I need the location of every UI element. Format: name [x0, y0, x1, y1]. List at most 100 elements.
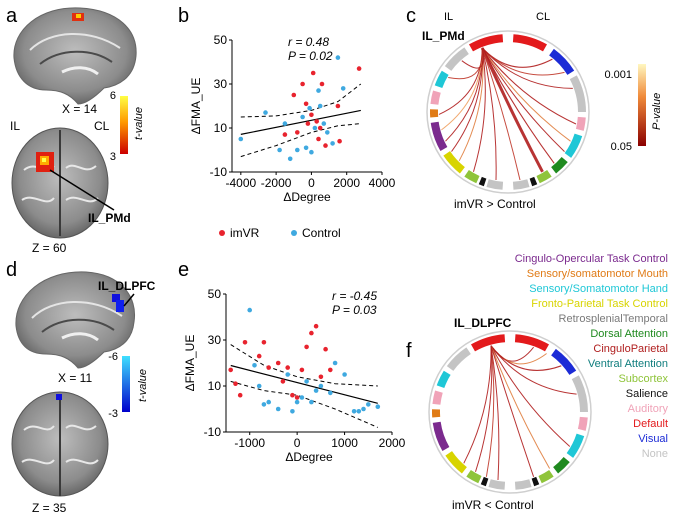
point-control	[307, 105, 312, 111]
confidence-band	[240, 83, 362, 118]
point-control	[256, 383, 262, 389]
colorbar-c	[638, 64, 646, 146]
region-label-f: IL_DLPFC	[454, 316, 512, 330]
network-segment	[538, 469, 554, 484]
point-control	[238, 136, 244, 142]
coord-label-z: Z = 60	[32, 241, 67, 255]
network-legend-item: Sensory/somatomotor Mouth	[527, 268, 668, 280]
colorbar-max: 6	[110, 90, 116, 102]
connection-line	[448, 47, 483, 80]
point-control	[340, 86, 346, 91]
point-control	[309, 149, 314, 155]
point-imvr	[316, 136, 321, 142]
network-segment	[471, 334, 506, 352]
il-label-c: IL	[444, 11, 453, 23]
colorbar-c-min: 0.05	[611, 141, 632, 153]
network-segment	[514, 479, 532, 490]
sagittal-brain-a	[13, 7, 137, 105]
point-imvr	[299, 367, 305, 373]
network-segment	[514, 334, 549, 352]
point-control	[351, 409, 357, 414]
point-control	[312, 125, 318, 131]
network-segment	[531, 476, 540, 487]
il-label-a: IL	[10, 119, 20, 133]
y-tick-label: 50	[214, 33, 228, 47]
y-tick-label: -10	[210, 165, 228, 179]
outer-ring	[426, 30, 590, 194]
chord-diagram-f	[428, 330, 592, 494]
point-control	[313, 388, 319, 393]
point-control	[266, 399, 272, 405]
axial-brain-d	[11, 391, 109, 497]
point-control	[294, 399, 300, 405]
axial-brain-a	[11, 127, 109, 239]
connection-line	[463, 345, 492, 464]
network-legend-item: Cingulo-Opercular Task Control	[515, 253, 668, 265]
x-tick-label: 2000	[379, 436, 406, 450]
network-segment	[575, 116, 586, 131]
connection-line	[481, 47, 573, 89]
y-tick-label: 30	[208, 333, 222, 347]
point-control	[304, 379, 309, 384]
point-imvr	[304, 344, 309, 350]
network-segment	[488, 479, 506, 490]
network-legend-item: Default	[633, 418, 668, 430]
legend-control: Control	[302, 226, 341, 240]
point-control	[332, 360, 338, 366]
pointer-line	[123, 293, 135, 307]
point-imvr	[294, 395, 300, 400]
legend-dot-imvr	[219, 230, 225, 236]
network-legend-item: Ventral Attention	[588, 358, 668, 370]
panel-letter-e: e	[178, 259, 189, 281]
point-control	[317, 103, 323, 109]
connection-line	[485, 345, 495, 477]
point-control	[285, 372, 291, 377]
network-segment	[478, 176, 487, 187]
x-tick-label: 0	[294, 436, 301, 450]
point-imvr	[328, 367, 333, 373]
confidence-band	[230, 380, 378, 428]
point-control	[299, 395, 305, 400]
network-segment	[430, 121, 448, 152]
point-imvr	[233, 381, 238, 387]
point-imvr	[280, 379, 286, 384]
point-imvr	[319, 81, 325, 87]
coord-label-x-d: X = 11	[58, 371, 92, 385]
connection-line	[490, 345, 577, 395]
network-segment	[434, 70, 449, 89]
network-legend-item: Auditory	[628, 403, 669, 415]
point-control	[300, 114, 305, 120]
network-segment	[569, 75, 586, 113]
panel-letter-b: b	[178, 5, 189, 27]
point-control	[263, 110, 268, 115]
legend-imvr: imVR	[230, 226, 260, 240]
network-legend-item: Sensory/Somatomotor Hand	[529, 283, 668, 295]
point-imvr	[275, 360, 281, 366]
x-tick-label: -1000	[234, 436, 265, 450]
connection-line	[473, 47, 486, 172]
network-segment	[486, 179, 504, 190]
point-imvr	[305, 121, 311, 126]
panel-letter-d: d	[6, 259, 17, 281]
colorbar-c-max: 0.001	[604, 69, 632, 81]
network-segment	[432, 390, 443, 405]
point-imvr	[356, 66, 362, 71]
cl-label-c: CL	[536, 11, 550, 23]
colorbar-min: 3	[110, 151, 116, 163]
point-imvr	[290, 392, 295, 398]
panel-letter-f: f	[406, 340, 412, 362]
colorbar-d-max: -6	[108, 351, 118, 363]
network-segment	[512, 179, 530, 190]
network-legend-item: None	[642, 448, 668, 460]
point-control	[356, 409, 362, 414]
point-control	[303, 145, 309, 151]
connection-line	[461, 47, 484, 69]
region-label-d: IL_DLPFC	[98, 279, 156, 293]
network-segment	[571, 375, 588, 413]
point-imvr	[256, 353, 262, 359]
annotation-r: r = -0.45	[332, 289, 377, 303]
point-control	[316, 88, 321, 93]
point-control	[277, 147, 282, 153]
connection-line	[481, 47, 577, 125]
colorbar-d-label: t-value	[137, 369, 149, 402]
